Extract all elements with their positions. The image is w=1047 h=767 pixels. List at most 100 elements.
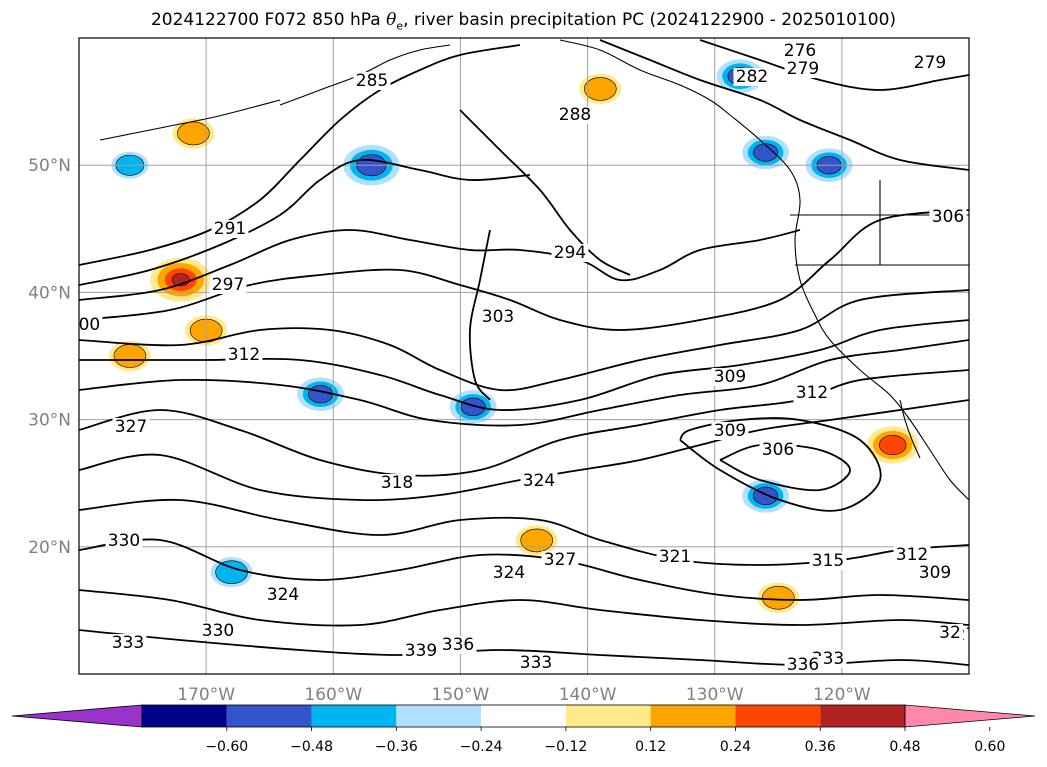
contour-label: 321 xyxy=(659,547,691,567)
contour-label-bg xyxy=(378,474,416,492)
contour-label-bg xyxy=(490,564,528,582)
theta-e-contour-1 xyxy=(79,158,531,286)
colorbar-box-4 xyxy=(481,705,566,727)
colorbar-tick-label: 0.12 xyxy=(635,739,666,755)
x-tick-label: 150°W xyxy=(432,685,490,705)
contour-label-bg xyxy=(784,656,822,674)
map-frame xyxy=(78,37,970,675)
contour-label-bg xyxy=(79,316,103,334)
contour-label: 294 xyxy=(554,243,586,263)
contour-label-bg xyxy=(479,308,517,326)
contour-label: 327 xyxy=(115,417,147,437)
precip-patch-5-level-2 xyxy=(878,434,907,455)
theta-e-contour-0 xyxy=(79,44,521,266)
contour-label-bg xyxy=(656,548,694,566)
colorbar-box-1 xyxy=(226,705,312,727)
x-tick-label: 160°W xyxy=(304,685,362,705)
contour-label: 315 xyxy=(812,551,844,571)
theta-e-contour-13 xyxy=(459,109,631,276)
contour-label: 336 xyxy=(787,655,819,675)
contour-label: 309 xyxy=(919,563,951,583)
contour-label-bg xyxy=(893,546,931,564)
contour-label: 318 xyxy=(381,473,413,493)
theta-e-contour-14 xyxy=(468,229,491,401)
y-tick-label: 20°N xyxy=(28,538,71,558)
coastlines xyxy=(99,39,969,501)
contour-label: 312 xyxy=(796,383,828,403)
theta-e-contour-8 xyxy=(79,399,969,502)
contour-label-bg xyxy=(911,54,949,72)
colorbar-tick-label: −0.12 xyxy=(544,739,587,755)
contour-label: 324 xyxy=(267,585,299,605)
contour-label-bg xyxy=(211,220,249,238)
colorbar-tick-label: 0.48 xyxy=(889,739,920,755)
x-tick-label: 140°W xyxy=(559,685,617,705)
contour-label: 324 xyxy=(523,471,555,491)
theta-e-contour-3 xyxy=(79,209,969,331)
colorbar-tick-label: 0.24 xyxy=(720,739,751,755)
theta-e-contour-11 xyxy=(79,589,969,627)
contour-label: 324 xyxy=(493,563,525,583)
x-tick-label: 120°W xyxy=(813,685,871,705)
contour-label: 285 xyxy=(356,71,388,91)
contour-label-bg xyxy=(209,276,247,294)
precip-patch-2-level-1 xyxy=(113,344,147,368)
colorbar-box-5 xyxy=(565,705,651,727)
colorbar-box-2 xyxy=(311,705,397,727)
contour-label: 309 xyxy=(714,421,746,441)
coastline-0 xyxy=(559,39,969,501)
contour-label-bg xyxy=(353,72,391,90)
colorbar-tick-label: −0.24 xyxy=(460,739,503,755)
contour-label-bg xyxy=(225,346,263,364)
contour-label-bg xyxy=(556,106,594,124)
y-tick-label: 40°N xyxy=(28,283,71,303)
chart-title: 2024122700 F072 850 hPa θe, river basin … xyxy=(150,10,897,33)
colorbar: −0.60 −0.48 −0.36 −0.24 −0.12 0.12 0.24 0.36 0.4… xyxy=(11,704,1036,755)
contour-label-bg xyxy=(199,622,237,640)
contour-label-bg xyxy=(105,532,143,550)
colorbar-box-0 xyxy=(142,705,227,727)
contour-label-bg xyxy=(781,42,819,60)
contour-label: 330 xyxy=(202,621,234,641)
theta-e-contour-5 xyxy=(79,319,969,411)
contour-label: 303 xyxy=(482,307,514,327)
precip-patch-6-level-1 xyxy=(520,528,554,553)
precip-patch-9-level-2 xyxy=(753,143,779,162)
contour-label-bg xyxy=(520,472,558,490)
contour-label-bg xyxy=(517,654,555,672)
contour-label: 291 xyxy=(214,219,246,239)
contour-label: 327 xyxy=(544,550,576,570)
contour-label-bg xyxy=(264,586,302,604)
contour-label-bg xyxy=(402,642,440,660)
contour-label: 312 xyxy=(228,345,260,365)
contour-label: 288 xyxy=(559,105,591,125)
theta-e-contour-18 xyxy=(699,39,969,91)
contour-label: 309 xyxy=(714,367,746,387)
x-tick-label: 130°W xyxy=(686,685,744,705)
theta-e-contour-2 xyxy=(79,229,801,301)
precip-patches xyxy=(108,59,919,613)
contour-label-bg xyxy=(112,418,150,436)
contour-label: 339 xyxy=(405,641,437,661)
contour-label: 306 xyxy=(762,440,794,460)
colorbar-tick-label: 0.36 xyxy=(805,739,836,755)
contour-label: 279 xyxy=(787,59,819,79)
contour-label: 300 xyxy=(68,315,100,335)
contour-label-bg xyxy=(916,564,954,582)
theta-e-contour-10 xyxy=(79,538,969,601)
contour-label-bg xyxy=(711,368,749,386)
colorbar-tick-label: −0.60 xyxy=(205,739,248,755)
contour-label-bg xyxy=(541,551,579,569)
x-tick-label: 170°W xyxy=(177,685,235,705)
theta-e-contour-6 xyxy=(79,339,969,427)
colorbar-box-3 xyxy=(396,705,482,727)
contour-label: 276 xyxy=(784,41,816,61)
contour-label: 330 xyxy=(108,531,140,551)
contour-label: 333 xyxy=(520,653,552,673)
contour-label-bg xyxy=(809,552,847,570)
contour-label-bg xyxy=(929,208,967,226)
axis-ticks: 170°W 160°W 150°W 140°W 130°W 120°W 20°N 30°N 40… xyxy=(28,156,871,705)
contour-label-bg xyxy=(439,636,477,654)
